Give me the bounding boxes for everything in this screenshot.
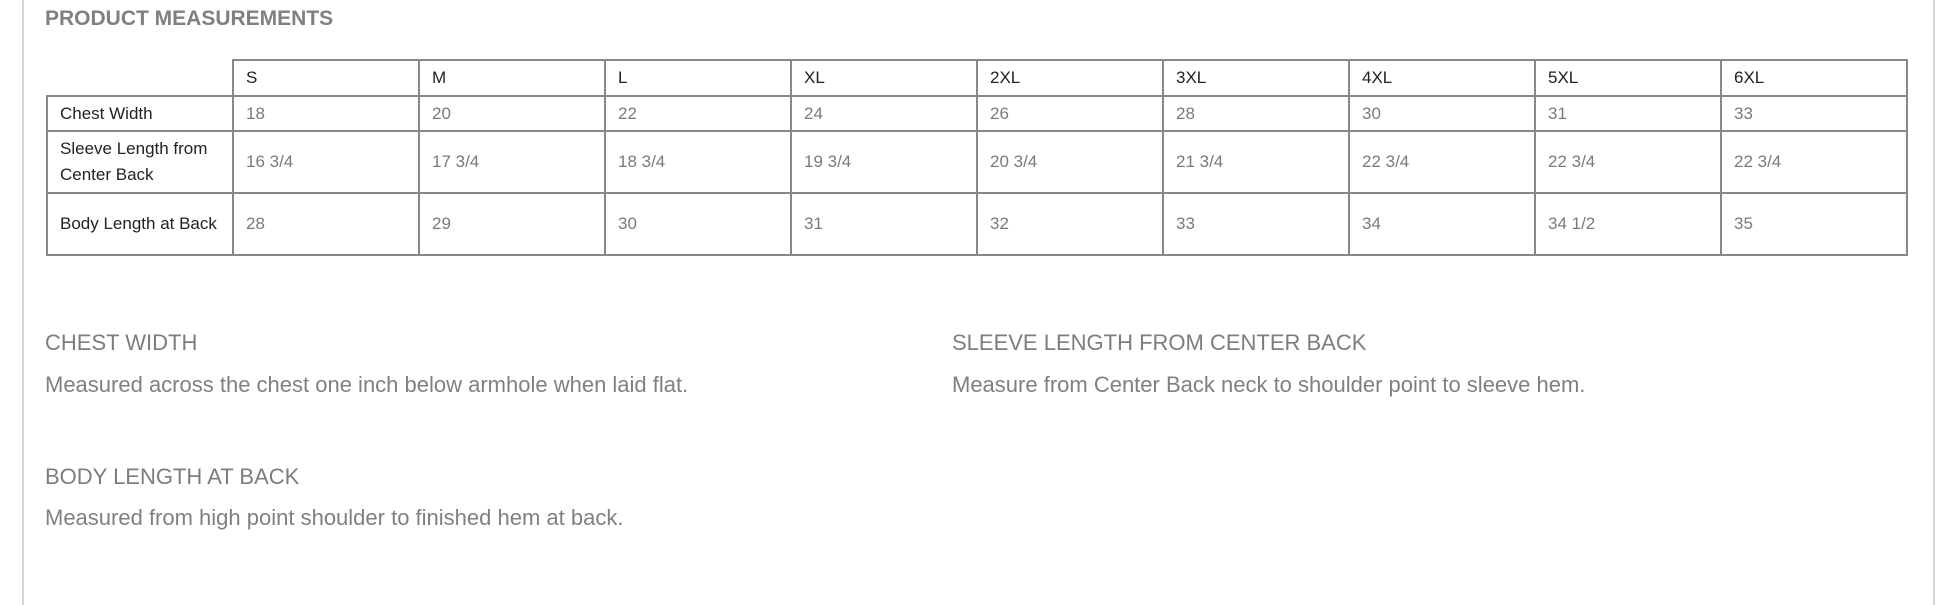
size-header-row: S M L XL 2XL 3XL 4XL 5XL 6XL xyxy=(47,59,1908,97)
table-row: Sleeve Length from Center Back 16 3/4 17 3… xyxy=(46,130,1908,194)
size-header-m: M xyxy=(418,59,606,97)
size-header-5xl: 5XL xyxy=(1534,59,1722,97)
measurement-cell: 22 3/4 xyxy=(1348,130,1536,194)
measurement-cell: 22 3/4 xyxy=(1720,130,1908,194)
body-length-heading: BODY LENGTH AT BACK xyxy=(45,464,300,489)
right-divider xyxy=(1933,0,1935,605)
sleeve-length-description: Measure from Center Back neck to shoulde… xyxy=(952,372,1586,397)
row-label: Chest Width xyxy=(46,95,234,132)
measurement-cell: 19 3/4 xyxy=(790,130,978,194)
measurement-cell: 30 xyxy=(1348,95,1536,132)
measurement-cell: 29 xyxy=(418,192,606,256)
measurement-cell: 26 xyxy=(976,95,1164,132)
measurement-cell: 17 3/4 xyxy=(418,130,606,194)
measurement-cell: 24 xyxy=(790,95,978,132)
measurement-cell: 20 3/4 xyxy=(976,130,1164,194)
measurement-cell: 33 xyxy=(1720,95,1908,132)
measurement-cell: 32 xyxy=(976,192,1164,256)
chest-width-heading: CHEST WIDTH xyxy=(45,330,198,355)
corner-cell xyxy=(47,60,233,97)
size-header-s: S xyxy=(232,59,420,97)
measurement-cell: 34 1/2 xyxy=(1534,192,1722,256)
table-row: Chest Width 18 20 22 24 26 28 30 31 33 xyxy=(46,95,1908,132)
size-header-6xl: 6XL xyxy=(1720,59,1908,97)
measurement-cell: 18 xyxy=(232,95,420,132)
measurement-cell: 18 3/4 xyxy=(604,130,792,194)
measurement-cell: 21 3/4 xyxy=(1162,130,1350,194)
row-label: Body Length at Back xyxy=(46,192,234,256)
measurement-cell: 28 xyxy=(1162,95,1350,132)
measurement-cell: 22 xyxy=(604,95,792,132)
measurement-cell: 30 xyxy=(604,192,792,256)
measurement-cell: 22 3/4 xyxy=(1534,130,1722,194)
measurement-cell: 16 3/4 xyxy=(232,130,420,194)
measurements-table: S M L XL 2XL 3XL 4XL 5XL 6XL Chest Width 18 20 22 24… xyxy=(46,59,1908,256)
measurement-cell: 33 xyxy=(1162,192,1350,256)
row-label: Sleeve Length from Center Back xyxy=(46,130,234,194)
left-divider xyxy=(22,0,24,605)
body-length-description: Measured from high point shoulder to fin… xyxy=(45,505,624,530)
size-header-3xl: 3XL xyxy=(1162,59,1350,97)
chest-width-description: Measured across the chest one inch below… xyxy=(45,372,689,397)
measurement-cell: 28 xyxy=(232,192,420,256)
page-title: PRODUCT MEASUREMENTS xyxy=(45,7,334,30)
measurement-cell: 20 xyxy=(418,95,606,132)
measurement-cell: 31 xyxy=(1534,95,1722,132)
size-header-4xl: 4XL xyxy=(1348,59,1536,97)
table-row: Body Length at Back 28 29 30 31 32 33 34 34 1/2 3… xyxy=(46,192,1908,256)
measurement-cell: 35 xyxy=(1720,192,1908,256)
sleeve-length-heading: SLEEVE LENGTH FROM CENTER BACK xyxy=(952,330,1367,355)
measurement-cell: 31 xyxy=(790,192,978,256)
size-header-xl: XL xyxy=(790,59,978,97)
size-header-2xl: 2XL xyxy=(976,59,1164,97)
measurement-cell: 34 xyxy=(1348,192,1536,256)
size-header-l: L xyxy=(604,59,792,97)
